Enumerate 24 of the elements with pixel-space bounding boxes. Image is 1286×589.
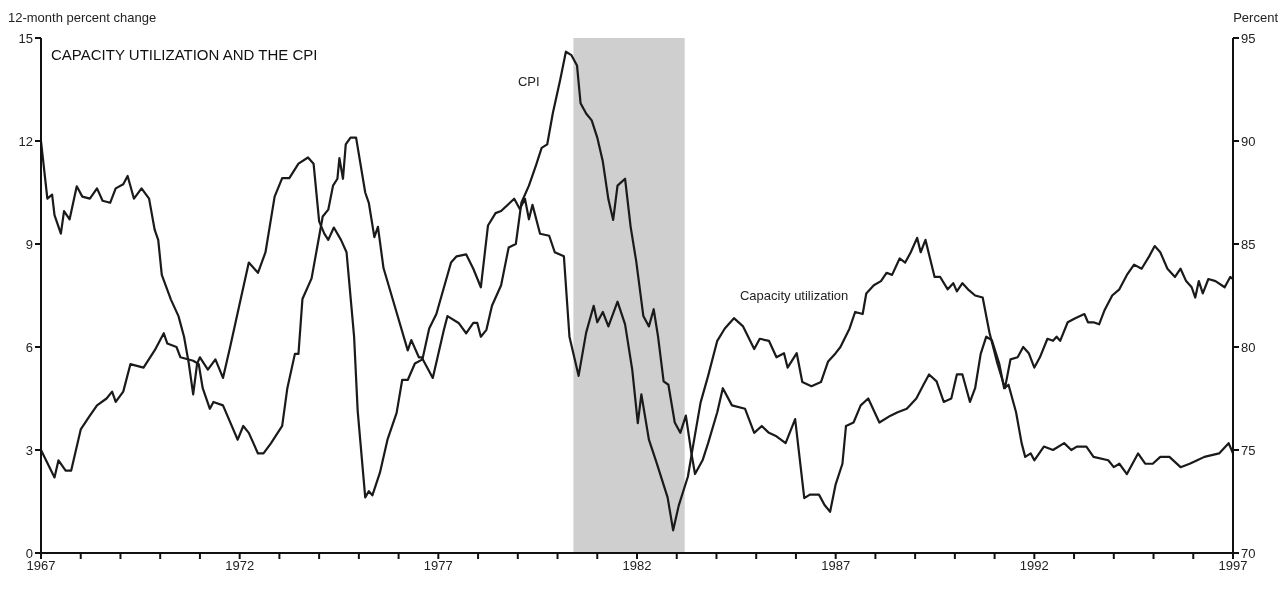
y2-tick-label: 95 bbox=[1241, 30, 1256, 46]
series-label: Capacity utilization bbox=[739, 288, 849, 304]
y2-tick-label: 90 bbox=[1241, 133, 1256, 149]
y2-tick-label: 75 bbox=[1241, 442, 1256, 458]
y-tick-label: 3 bbox=[25, 442, 33, 458]
y-tick-label: 0 bbox=[25, 545, 33, 561]
y2-tick-label: 85 bbox=[1241, 236, 1256, 252]
x-tick-label: 1972 bbox=[225, 558, 255, 574]
x-tick-label: 1992 bbox=[1019, 558, 1049, 574]
y2-tick-label: 80 bbox=[1241, 339, 1256, 355]
y-tick-label: 15 bbox=[18, 30, 33, 46]
y-tick-label: 6 bbox=[25, 339, 33, 355]
x-tick-label: 1977 bbox=[423, 558, 453, 574]
y-axis-title: 12-month percent change bbox=[8, 10, 157, 25]
y2-axis-title: Percent bbox=[1233, 10, 1278, 25]
y-tick-label: 12 bbox=[18, 133, 33, 149]
x-tick-label: 1982 bbox=[622, 558, 652, 574]
text: CAPACITY UTILIZATION AND THE CPI bbox=[51, 46, 318, 63]
y-tick-label: 9 bbox=[25, 236, 33, 252]
x-tick-label: 1987 bbox=[821, 558, 851, 574]
x-tick-label: 1997 bbox=[1218, 558, 1248, 574]
x-tick-label: 1967 bbox=[26, 558, 56, 574]
series-label: CPI bbox=[517, 73, 540, 89]
y2-tick-label: 70 bbox=[1241, 545, 1256, 561]
